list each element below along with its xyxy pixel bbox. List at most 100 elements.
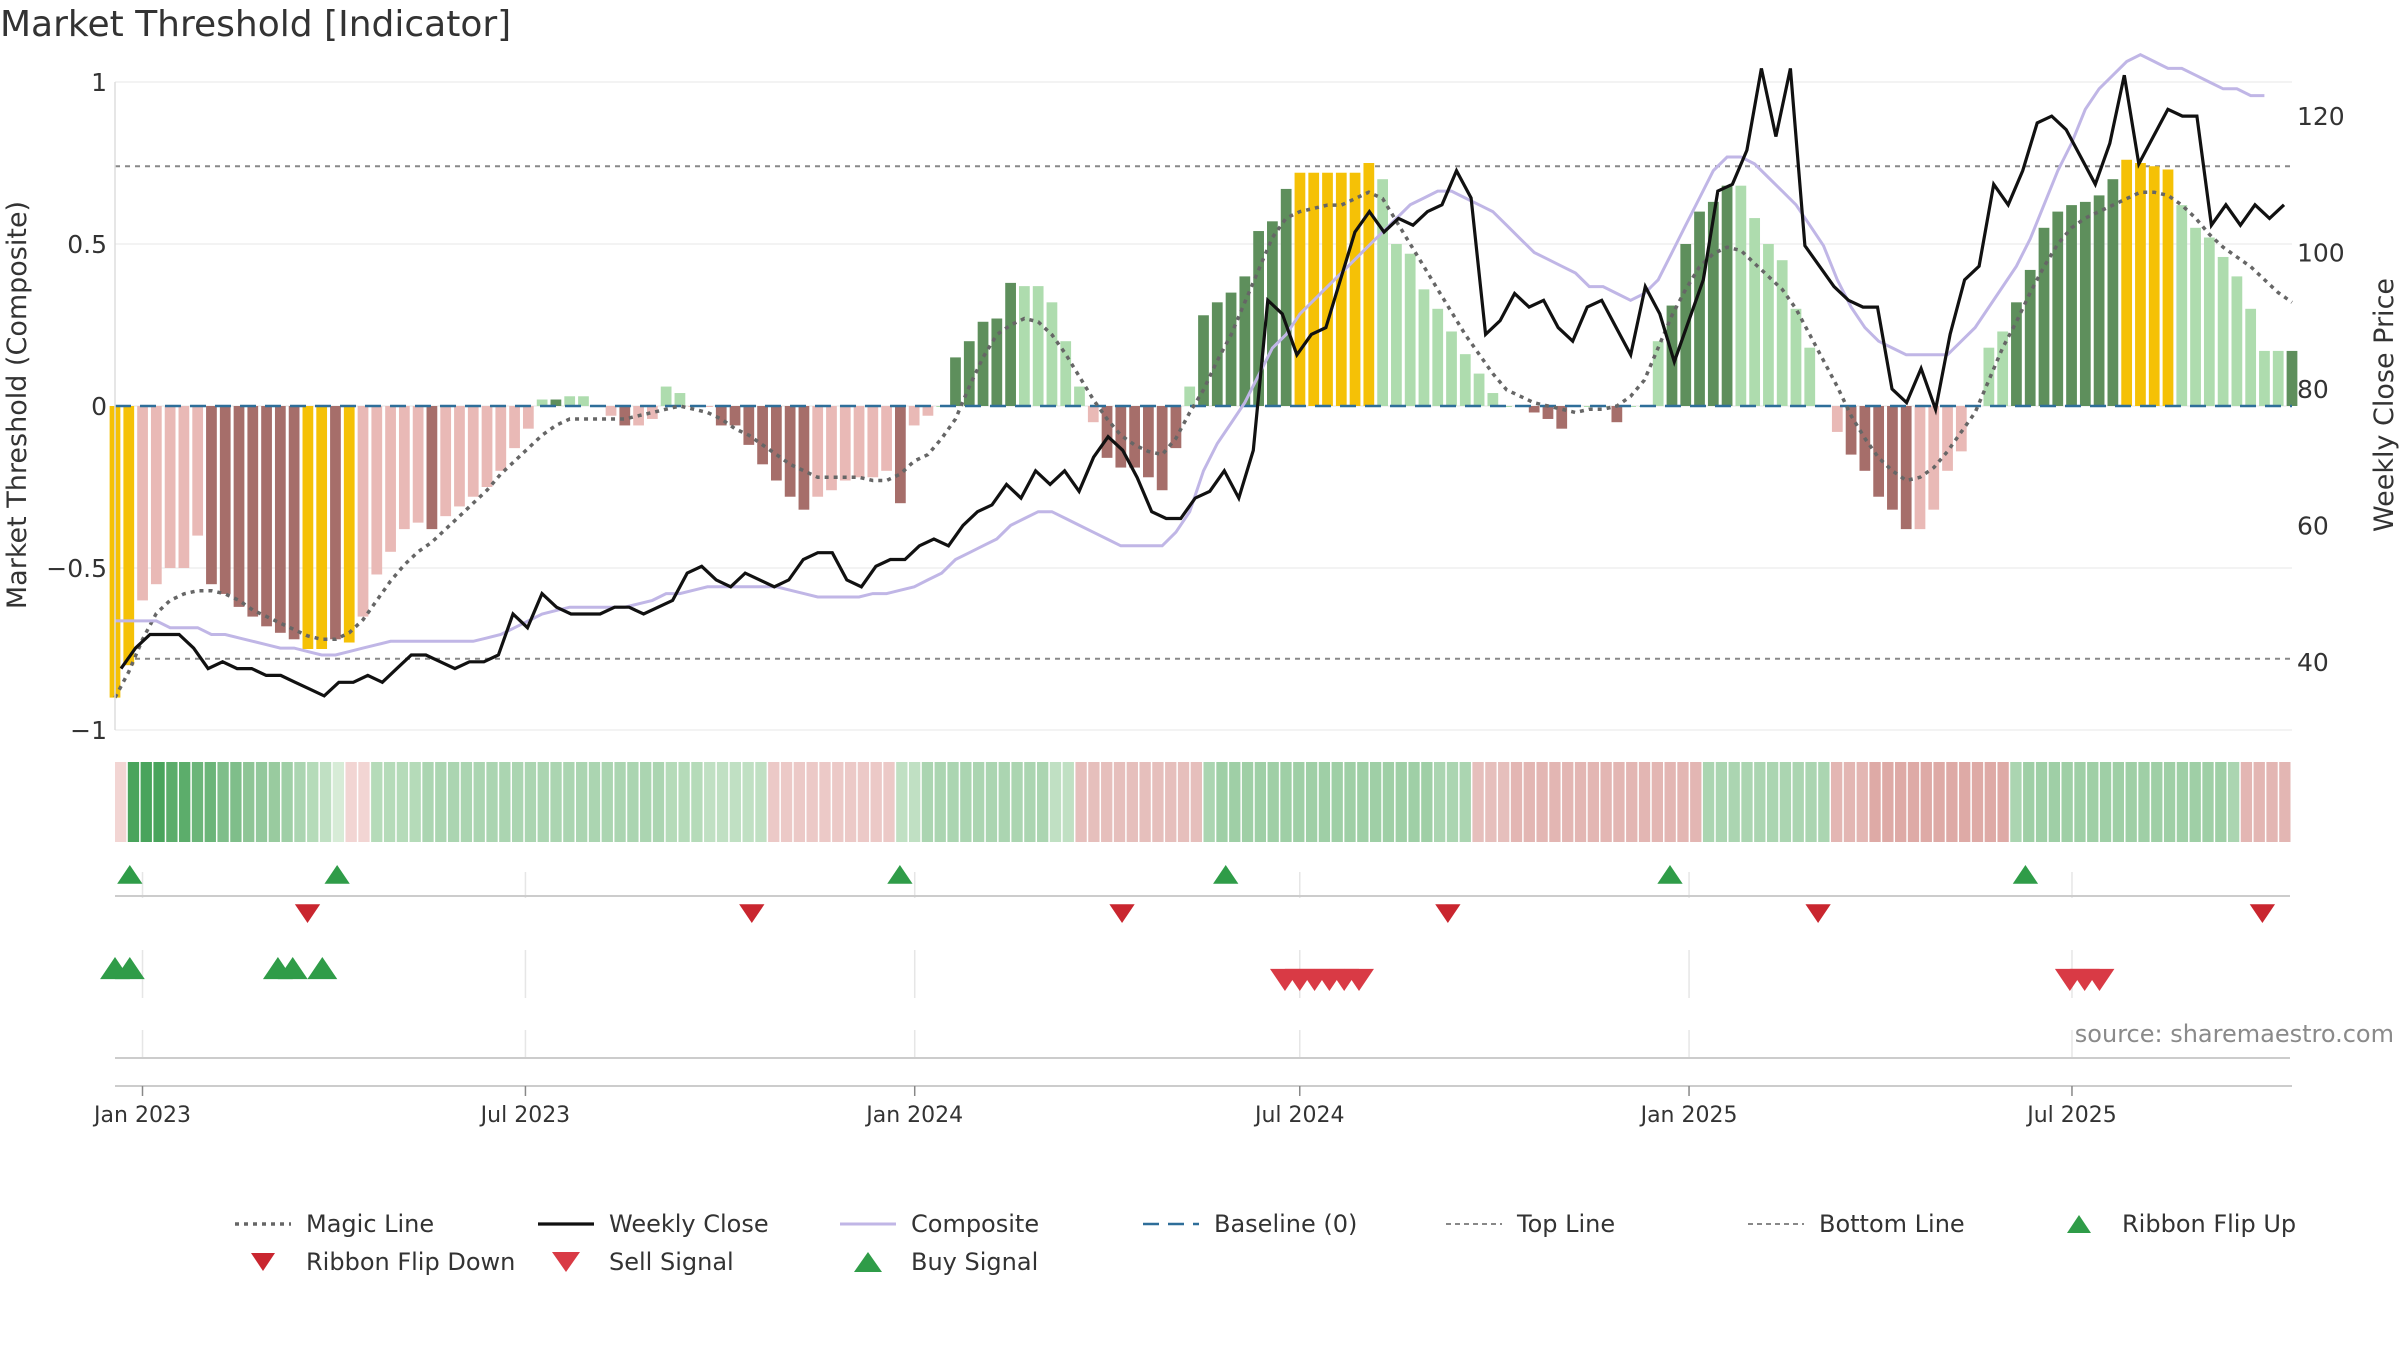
y-tick-label: 0	[91, 392, 107, 421]
composite-bar	[426, 406, 438, 530]
composite-bar	[1308, 172, 1320, 406]
ribbon-cell	[1792, 762, 1804, 842]
ribbon-cell	[2010, 762, 2022, 842]
ribbon-cell	[332, 762, 345, 842]
composite-bar	[839, 406, 851, 481]
ribbon-cell	[576, 762, 588, 842]
ribbon-cell	[1843, 762, 1856, 842]
composite-bar	[1322, 172, 1333, 406]
composite-bar	[357, 406, 369, 617]
ribbon-cell	[1113, 762, 1126, 842]
ribbon-cell	[934, 762, 946, 842]
composite-bar	[1845, 406, 1857, 455]
ribbon-cell	[127, 762, 140, 842]
ribbon-cell	[870, 762, 882, 842]
ribbon-cell	[294, 762, 306, 842]
y2-axis-label: Weekly Close Price	[2369, 278, 2400, 532]
ribbon-cell	[1766, 762, 1779, 842]
composite-bar	[1694, 211, 1705, 406]
ribbon-cell	[691, 762, 703, 842]
composite-bar	[330, 406, 341, 640]
ribbon-cell	[179, 762, 191, 842]
composite-bar	[1432, 308, 1444, 406]
ribbon-cell	[1472, 762, 1484, 842]
ribbon-cell	[2112, 762, 2125, 842]
composite-bar	[509, 406, 520, 449]
composite-bar	[826, 406, 837, 491]
ribbon-cell	[486, 762, 498, 842]
ribbon-cell	[537, 762, 549, 842]
ribbon-cell	[1587, 762, 1599, 842]
composite-bar	[192, 406, 204, 536]
composite-bar	[1763, 244, 1774, 406]
composite-bar	[1831, 406, 1843, 432]
ribbon-cell	[243, 762, 255, 842]
composite-bar	[950, 357, 961, 406]
y2-tick-label: 120	[2297, 102, 2345, 131]
ribbon-cell	[1139, 762, 1151, 842]
composite-bar	[440, 406, 452, 517]
composite-bar	[1873, 406, 1885, 497]
ribbon-flip-down-marker	[739, 904, 765, 923]
axes: −1 −0.5 0 0.5 1 40 60 80 100 120 Jan 2023 Jul 2023 J…	[46, 68, 2344, 1128]
ribbon-cell	[1613, 762, 1625, 842]
composite-bar	[1735, 185, 1747, 406]
ribbon-cell	[1728, 762, 1740, 842]
composite-bar	[853, 406, 865, 478]
composite-bar	[881, 406, 892, 471]
composite-bar	[1900, 406, 1912, 530]
ribbon-flip-up-marker	[324, 865, 350, 884]
buy-signal-marker	[114, 957, 145, 980]
ribbon-cell	[1254, 762, 1267, 842]
ribbon-cell	[2061, 762, 2073, 842]
composite-bar	[922, 406, 934, 416]
composite-bar	[2217, 256, 2229, 406]
composite-bar	[770, 406, 782, 481]
ribbon-cell	[665, 762, 677, 842]
composite-bar	[2286, 350, 2298, 406]
composite-bar	[1225, 292, 1237, 406]
ribbon-cell	[1011, 762, 1023, 842]
ribbon-cell	[2240, 762, 2253, 842]
composite-bar	[1528, 406, 1540, 413]
composite-bar	[1019, 286, 1030, 406]
ribbon-cell	[947, 762, 959, 842]
ribbon-cell	[601, 762, 613, 842]
ribbon-cell	[511, 762, 524, 842]
composite-bar	[564, 396, 576, 406]
ribbon-cell	[1779, 762, 1792, 842]
composite-bar	[1887, 406, 1898, 510]
chart-title: Market Threshold [Indicator]	[0, 4, 512, 45]
ribbon-cell	[1459, 762, 1471, 842]
ribbon-cell	[2138, 762, 2150, 842]
ribbon-cell	[1677, 762, 1689, 842]
ribbon-flip-down-marker	[294, 904, 321, 923]
composite-bar	[1253, 231, 1264, 406]
ribbon-cell	[1920, 762, 1932, 842]
ribbon-cell	[2125, 762, 2137, 842]
ribbon-cell	[1062, 762, 1074, 842]
buy-signal-marker	[307, 957, 338, 980]
composite-bar	[605, 406, 617, 416]
composite-bar	[206, 406, 217, 585]
composite-bar	[2011, 302, 2022, 406]
ribbon-cell	[1549, 762, 1561, 842]
composite-bar	[1928, 406, 1940, 510]
ribbon-cell	[460, 762, 473, 842]
ribbon-cell	[1216, 762, 1228, 842]
composite-bar	[1652, 341, 1664, 406]
composite-bars	[109, 159, 2298, 698]
ribbon-cell	[1651, 762, 1664, 842]
ribbon-cell	[1485, 762, 1497, 842]
composite-bar	[288, 406, 300, 640]
ribbon-cell	[396, 762, 409, 842]
ribbon-strip	[115, 762, 2291, 842]
composite-bar	[1542, 406, 1554, 419]
ribbon-cell	[1357, 762, 1369, 842]
ribbon-cell	[2087, 762, 2099, 842]
ribbon-cell	[1088, 762, 1100, 842]
ribbon-cell	[1382, 762, 1395, 842]
composite-bar	[1377, 179, 1388, 406]
composite-bar	[1156, 406, 1168, 491]
ribbon-cell	[1165, 762, 1177, 842]
